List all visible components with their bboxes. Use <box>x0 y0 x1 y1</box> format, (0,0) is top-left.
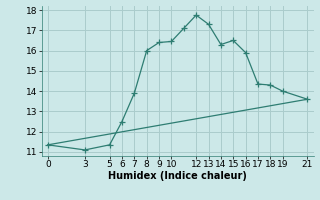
X-axis label: Humidex (Indice chaleur): Humidex (Indice chaleur) <box>108 171 247 181</box>
